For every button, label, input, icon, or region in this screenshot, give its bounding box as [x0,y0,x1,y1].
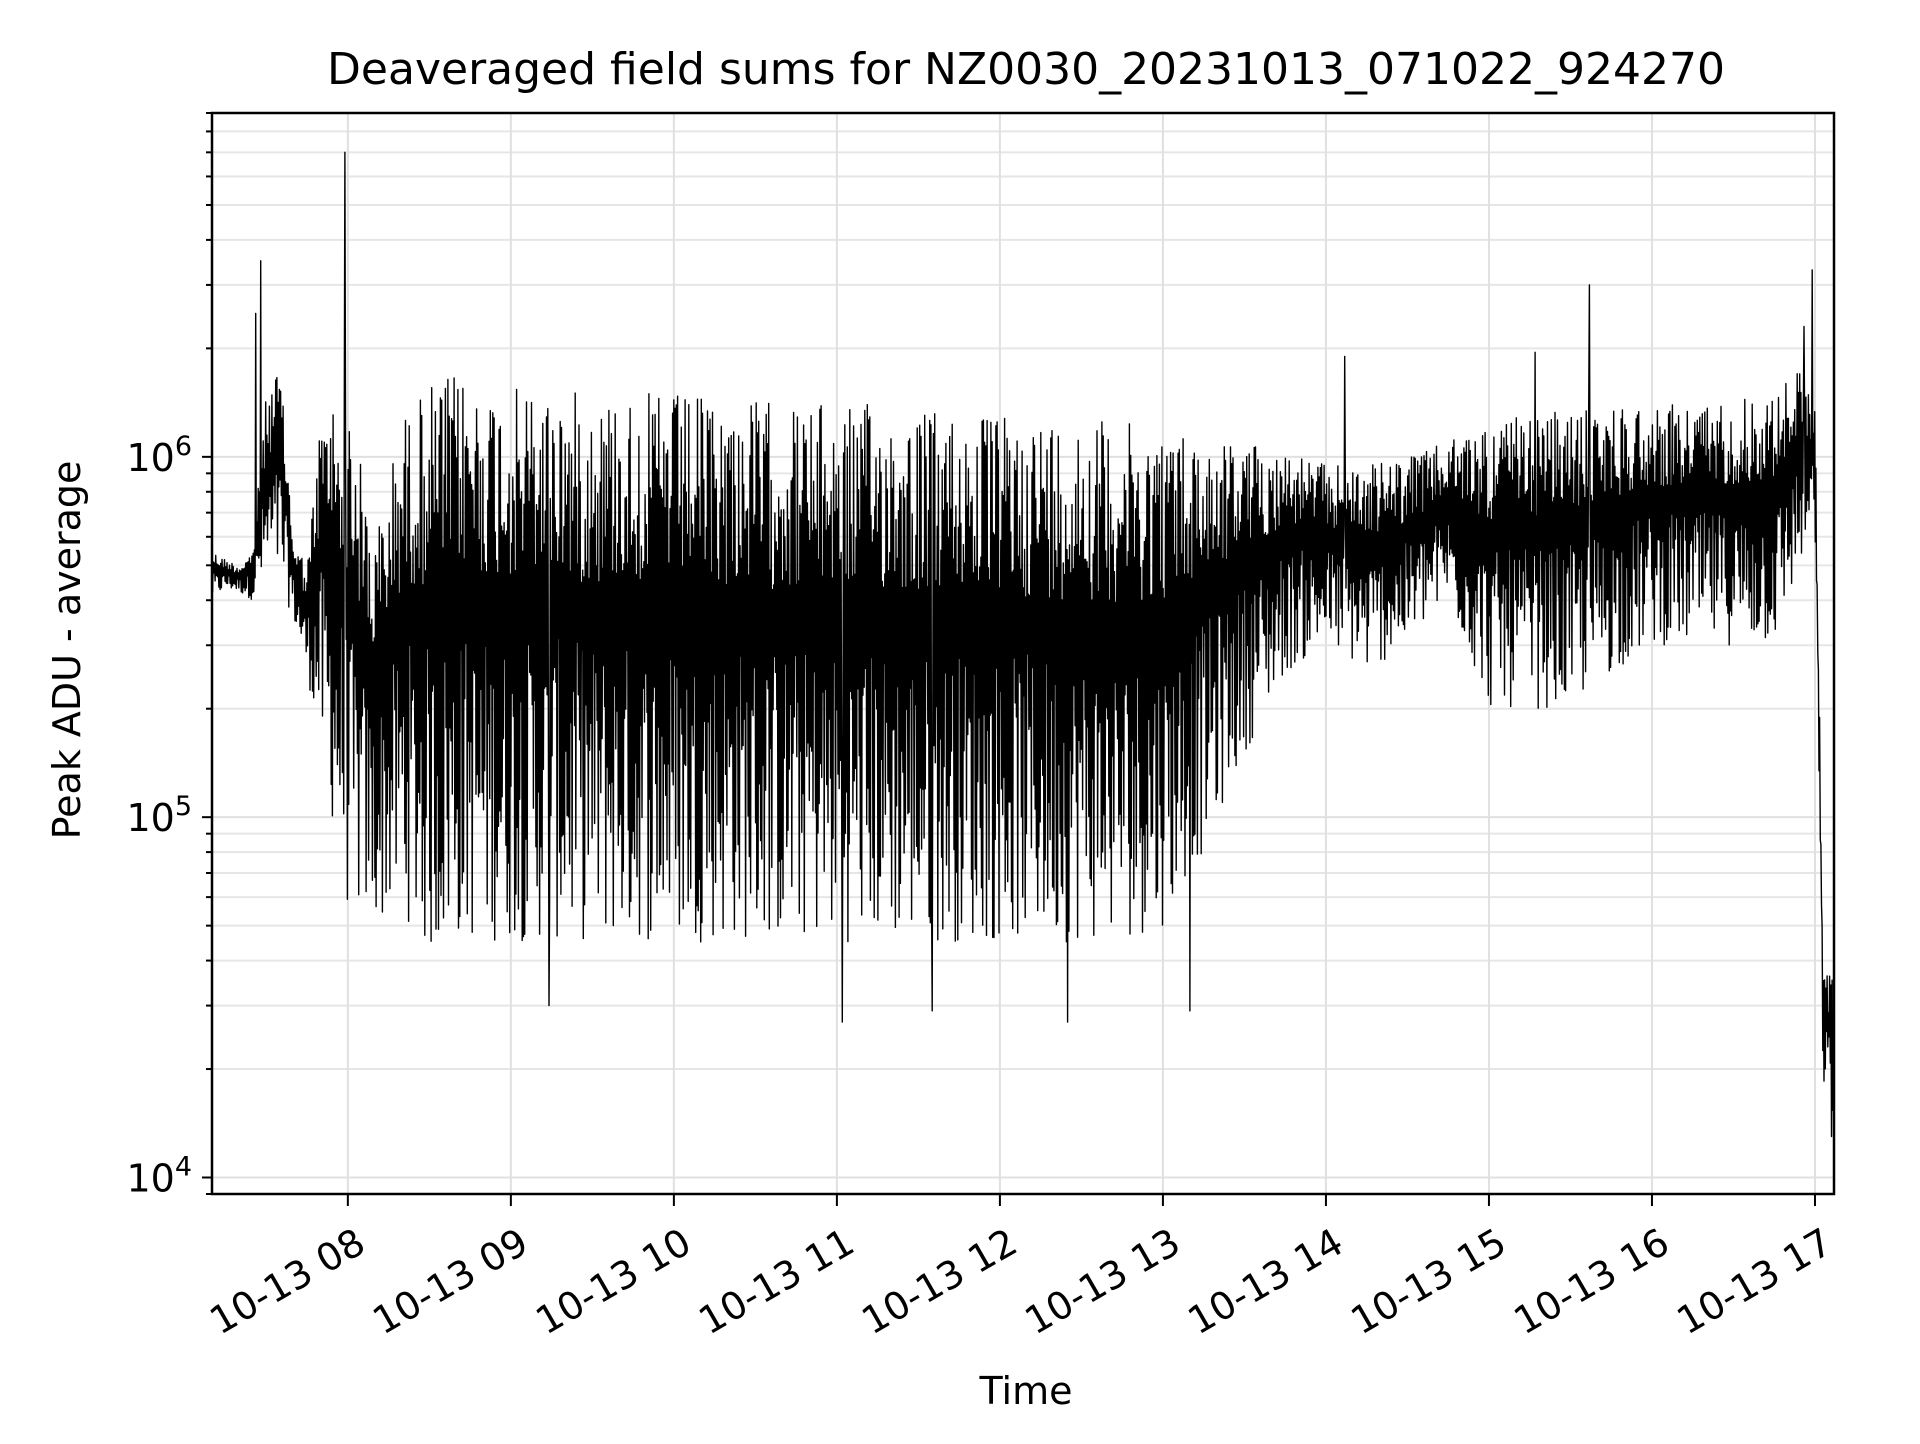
plot-frame [210,111,1836,1196]
series-line [211,151,1835,1138]
y-tick-label: 104 [126,1152,192,1201]
y-tick-label: 106 [126,431,192,480]
x-axis-label: Time [979,1369,1073,1413]
y-axis-label: Peak ADU - average [45,461,89,840]
chart-title: Deaveraged field sums for NZ0030_2023101… [327,44,1725,95]
y-tick-label: 105 [126,791,192,840]
series-line-layer [211,151,1835,1138]
